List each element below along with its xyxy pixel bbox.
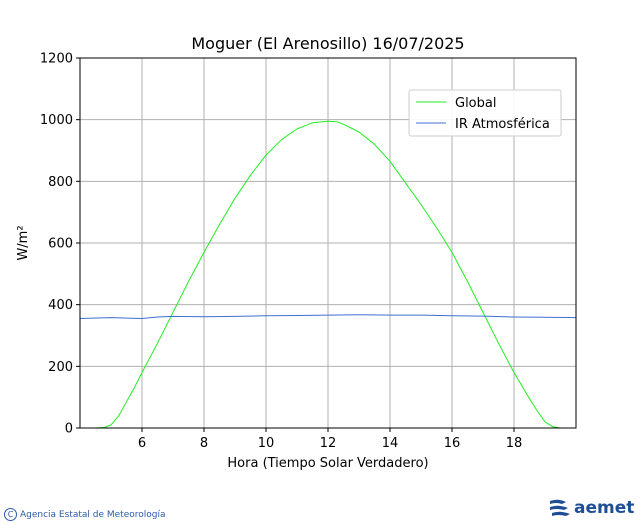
x-tick-label: 14 xyxy=(382,436,399,451)
legend-label: IR Atmosférica xyxy=(455,117,550,132)
x-tick-label: 10 xyxy=(258,436,275,451)
copyright-icon: C xyxy=(4,508,17,521)
x-tick-label: 6 xyxy=(138,436,146,451)
y-tick-label: 1000 xyxy=(40,113,73,128)
x-tick-label: 8 xyxy=(200,436,208,451)
y-tick-label: 800 xyxy=(48,175,73,190)
y-ticks: 0 200 400 600 800 1000 1200 xyxy=(40,52,80,437)
y-tick-label: 200 xyxy=(48,360,73,375)
aemet-logo-text: aemet xyxy=(574,498,635,518)
y-tick-label: 600 xyxy=(48,237,73,252)
y-tick-label: 1200 xyxy=(40,52,73,67)
x-tick-label: 18 xyxy=(506,436,523,451)
y-tick-label: 0 xyxy=(65,422,73,437)
legend: Global IR Atmosférica xyxy=(408,89,562,137)
series-line-global xyxy=(80,120,576,429)
series-layer xyxy=(79,120,577,429)
x-tick-label: 12 xyxy=(320,436,337,451)
aemet-logo: aemet xyxy=(548,498,634,518)
legend-box xyxy=(408,89,562,137)
y-axis-label: W/m² xyxy=(16,225,31,260)
series-line-ir-atmosferica xyxy=(79,314,577,319)
x-tick-label: 16 xyxy=(444,436,461,451)
aemet-logo-icon xyxy=(550,499,570,516)
agency-name: Agencia Estatal de Meteorología xyxy=(20,509,166,520)
y-tick-label: 400 xyxy=(48,298,73,313)
x-ticks: 6 8 10 12 14 16 18 xyxy=(138,428,522,451)
x-axis-label: Hora (Tiempo Solar Verdadero) xyxy=(227,456,428,471)
chart-title: Moguer (El Arenosillo) 16/07/2025 xyxy=(191,34,464,53)
legend-label: Global xyxy=(455,96,496,111)
footer-agency: C Agencia Estatal de Meteorología xyxy=(4,508,166,521)
